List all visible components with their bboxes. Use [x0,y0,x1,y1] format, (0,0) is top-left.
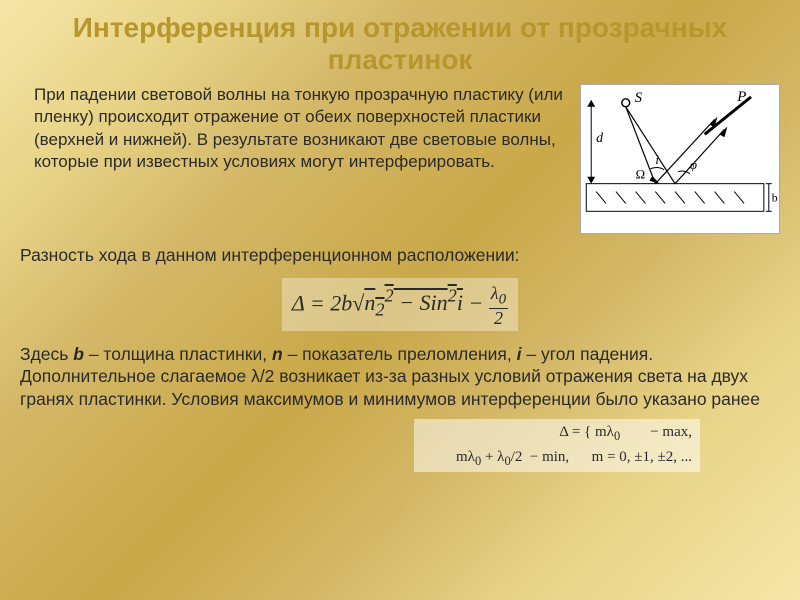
paragraph-3: Здесь b – толщина пластинки, n – показат… [20,343,780,411]
optics-diagram: S P d i φ Ω b [580,84,780,234]
bottom-formula-block: Δ = { mλ0 − max, mλ0 + λ0/2 − min, m = 0… [20,419,780,473]
diagram-label-phi: φ [690,158,697,172]
paragraph-2: Разность хода в данном интерференционном… [20,244,780,268]
diagram-label-i: i [655,153,659,167]
diagram-label-b: b [772,191,778,205]
top-row: При падении световой волны на тонкую про… [20,84,780,234]
slide-title: Интерференция при отражении от прозрачны… [0,0,800,84]
diagram-label-P: P [736,89,746,105]
paragraph-1: При падении световой волны на тонкую про… [20,84,568,234]
main-formula: Δ = 2b√n22 − Sin2i − λ02 [20,278,780,331]
content-area: При падении световой волны на тонкую про… [0,84,800,472]
diagram-label-omega: Ω [636,168,646,182]
diagram-label-d: d [596,131,603,146]
formula-conditions: Δ = { mλ0 − max, mλ0 + λ0/2 − min, m = 0… [414,419,700,473]
formula-delta: Δ = 2b√n22 − Sin2i − λ02 [282,278,518,331]
diagram-label-S: S [635,90,643,106]
